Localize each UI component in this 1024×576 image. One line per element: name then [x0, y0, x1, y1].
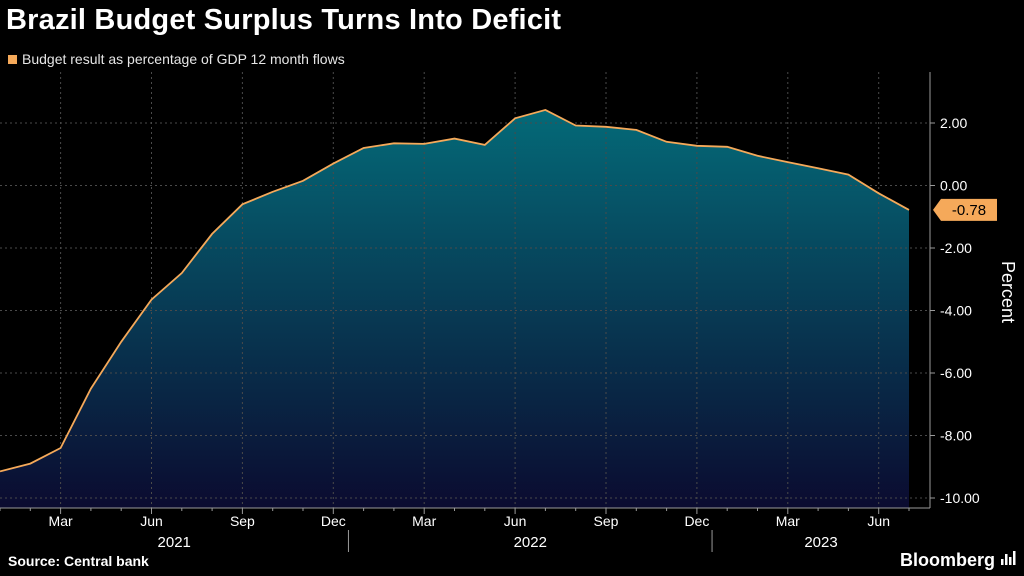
y-tick-label: -2.00 [940, 240, 972, 256]
source-note: Source: Central bank [8, 553, 149, 569]
x-tick-label: Sep [594, 513, 619, 529]
x-tick-label: Mar [49, 513, 73, 529]
x-year-label: 2021 [158, 534, 191, 551]
last-value-label: -0.78 [952, 202, 986, 219]
last-value-callout [933, 198, 997, 221]
y-tick-label: -4.00 [940, 303, 972, 319]
x-tick-label: Mar [412, 513, 436, 529]
y-axis-label: Percent [998, 261, 1018, 323]
bloomberg-terminal-icon [1000, 550, 1016, 571]
x-year-label: 2023 [804, 534, 837, 551]
legend-label: Budget result as percentage of GDP 12 mo… [22, 51, 345, 67]
y-tick-label: -8.00 [940, 428, 972, 444]
x-tick-label: Jun [504, 513, 527, 529]
x-year-label: 2022 [514, 534, 547, 551]
bloomberg-logo: Bloomberg [900, 550, 1016, 571]
x-tick-label: Mar [776, 513, 800, 529]
x-tick-label: Dec [684, 513, 709, 529]
y-tick-label: -10.00 [940, 490, 980, 506]
brand-text: Bloomberg [899, 550, 995, 570]
legend-swatch [8, 54, 17, 64]
series-line [0, 108, 910, 473]
y-tick-label: -6.00 [940, 365, 972, 381]
chart-title: Brazil Budget Surplus Turns Into Deficit [6, 4, 562, 36]
y-tick-label: 0.00 [940, 178, 967, 194]
series-area [0, 109, 909, 509]
x-tick-label: Dec [321, 513, 346, 529]
x-tick-label: Jun [867, 513, 890, 529]
y-tick-label: 2.00 [940, 115, 967, 131]
x-tick-label: Jun [140, 513, 163, 529]
x-tick-label: Sep [230, 513, 255, 529]
legend: Budget result as percentage of GDP 12 mo… [8, 51, 345, 67]
